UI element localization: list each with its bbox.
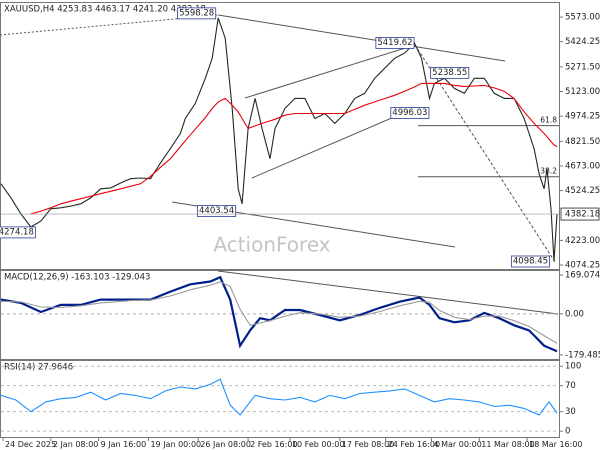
series-line [0,378,558,416]
y-tick-label: 0 [565,427,570,437]
rsi-panel [0,360,560,438]
channel-line [244,44,416,99]
price-annotation: 4274.18 [0,227,34,237]
last-price-label: 4382.18 [565,210,600,220]
y-tick-label: 0.00 [565,309,584,319]
y-tick-label: 4821.50 [565,137,600,147]
price-annotation: 4403.54 [199,206,234,216]
annotation-box [390,107,430,119]
fib-label: 61.8 [540,116,557,125]
watermark: ActionForex [213,233,330,257]
price-annotation: 4098.45 [513,256,548,266]
annotation-box [375,37,415,49]
x-tick-label: 18 Mar 16:00 [529,440,582,449]
macd-title: MACD(12,26,9) -163.103 -129.043 [4,273,150,283]
y-tick-label: 4673.00 [565,161,600,171]
last-price-box [560,207,600,221]
annotation-box [197,205,237,217]
x-tick-label: 9 Jan 16:00 [101,440,147,449]
trend-line [217,14,506,62]
projection-line [414,44,556,263]
x-tick-label: 11 Mar 08:00 [481,440,534,449]
series-line [0,281,558,344]
price-panel [0,2,560,270]
trend-line [0,14,219,36]
macd-trend-line [217,270,559,315]
chart-title: XAUUSD,H4 4253.83 4463.17 4241.20 4382.1… [4,5,206,15]
y-tick-label: 4223.00 [565,236,600,246]
rsi-title: RSI(14) 27.9646 [4,363,73,373]
y-tick-label: 5573.00 [565,13,600,23]
y-tick-label: 70 [565,381,576,391]
y-tick-label: 4074.25 [565,260,600,270]
x-tick-label: 19 Jan 00:00 [150,440,201,449]
fib-label: 38.2 [540,167,557,176]
annotation-box [430,66,470,79]
y-tick-label: 5123.00 [565,87,600,97]
y-tick-label: 4524.25 [565,186,600,196]
x-tick-label: 2 Feb 16:00 [250,440,297,449]
x-tick-label: 24 Feb 16:00 [388,440,440,449]
price-annotation: 5598.28 [179,8,214,18]
series-line [30,82,558,215]
y-tick-label: 5271.50 [565,62,600,72]
price-annotation: 4996.03 [392,108,427,118]
annotation-box [177,7,217,20]
y-tick-label: -179.485 [565,350,600,360]
channel-line [251,107,416,179]
series-line [0,275,558,353]
x-tick-label: 10 Feb 00:00 [292,440,344,449]
macd-panel [0,270,560,360]
series-line [0,17,558,262]
price-annotation: 5419.62 [377,38,412,48]
y-tick-label: 4974.25 [565,112,600,122]
x-tick-label: 26 Jan 08:00 [200,440,251,449]
y-tick-label: 5424.25 [565,37,600,47]
y-tick-label: 30 [565,407,576,417]
x-tick-label: 24 Dec 2025 [5,440,56,449]
y-tick-label: 169.074 [565,271,600,281]
x-tick-label: 4 Mar 00:00 [433,440,481,449]
annotation-box [510,255,550,268]
annotation-box [0,226,36,239]
price-annotation: 5238.55 [432,68,467,78]
x-tick-label: 17 Feb 08:00 [342,440,394,449]
y-tick-label: 100 [565,362,581,372]
x-tick-label: 2 Jan 08:00 [53,440,99,449]
